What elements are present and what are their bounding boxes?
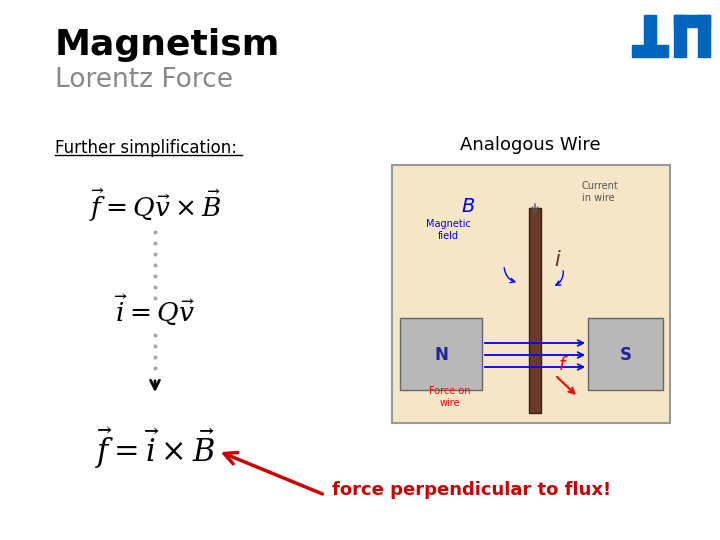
Bar bbox=[674, 15, 710, 27]
Bar bbox=[674, 15, 686, 57]
Text: $\mathit{f}$: $\mathit{f}$ bbox=[558, 356, 568, 374]
Bar bbox=[529, 208, 541, 413]
Bar bbox=[632, 45, 668, 57]
Text: Further simplification:: Further simplification: bbox=[55, 139, 237, 157]
Text: S: S bbox=[620, 346, 632, 364]
Text: Force on
wire: Force on wire bbox=[429, 386, 471, 408]
Bar bbox=[698, 15, 710, 57]
Bar bbox=[644, 15, 656, 45]
Text: Lorentz Force: Lorentz Force bbox=[55, 67, 233, 93]
Text: $\mathit{i}$: $\mathit{i}$ bbox=[554, 250, 562, 270]
Text: force perpendicular to flux!: force perpendicular to flux! bbox=[332, 481, 611, 499]
Text: $\mathbf{\mathit{B}}$: $\mathbf{\mathit{B}}$ bbox=[461, 198, 475, 217]
Text: $\vec{f} = Q\vec{v} \times \vec{B}$: $\vec{f} = Q\vec{v} \times \vec{B}$ bbox=[89, 186, 221, 224]
Text: Current
in wire: Current in wire bbox=[582, 181, 618, 203]
Text: Magnetism: Magnetism bbox=[55, 28, 280, 62]
Text: $\vec{i} = Q\vec{v}$: $\vec{i} = Q\vec{v}$ bbox=[115, 292, 195, 328]
Text: N: N bbox=[434, 346, 448, 364]
Text: $\vec{f} = \vec{i} \times \vec{B}$: $\vec{f} = \vec{i} \times \vec{B}$ bbox=[95, 425, 215, 471]
Text: Analogous Wire: Analogous Wire bbox=[459, 136, 600, 154]
Bar bbox=[588, 318, 663, 390]
Text: Magnetic
field: Magnetic field bbox=[426, 219, 470, 241]
Bar bbox=[392, 165, 670, 423]
Bar bbox=[400, 318, 482, 390]
